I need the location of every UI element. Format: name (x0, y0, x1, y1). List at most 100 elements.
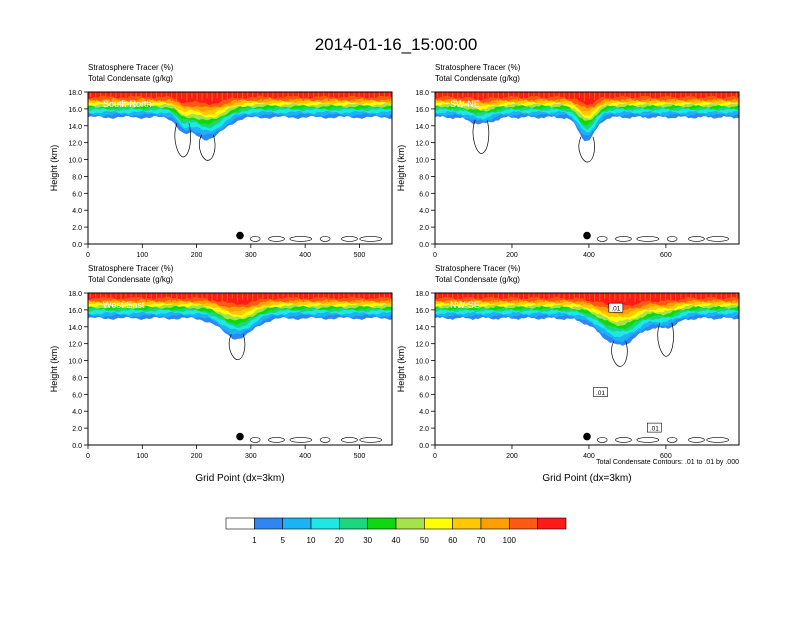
x-tick-label: 0 (433, 252, 437, 259)
colorbar-swatch (480, 517, 510, 530)
y-tick-label: 16.0 (415, 308, 429, 315)
condensate-contour (319, 437, 331, 443)
plot-area (435, 92, 739, 244)
colorbar-label: 40 (392, 536, 401, 545)
condensate-contour (706, 236, 730, 242)
x-tick-label: 100 (136, 252, 148, 259)
y-tick-label: 4.0 (72, 409, 82, 416)
plot-area (88, 293, 392, 445)
x-tick-label: 500 (354, 453, 366, 460)
y-tick-label: 0.0 (72, 443, 82, 450)
y-tick-label: 12.0 (415, 342, 429, 349)
y-tick-label: 18.0 (68, 90, 82, 97)
condensate-contour (249, 437, 261, 443)
colorbar-swatch (254, 517, 283, 530)
y-tick-label: 8.0 (72, 174, 82, 181)
panel-sw-ne: Stratosphere Tracer (%) Total Condensate … (396, 63, 740, 259)
location-marker (583, 231, 591, 240)
condensate-contour (289, 236, 313, 242)
tracer-band-10 (435, 92, 739, 106)
panels-group: Stratosphere Tracer (%) Total Condensate … (49, 63, 740, 484)
contour-label: .01 (650, 426, 659, 433)
y-tick-label: 6.0 (419, 392, 429, 399)
plot-frame (434, 292, 740, 446)
y-tick-label: 4.0 (72, 208, 82, 215)
panel-subtitle-condensate: Total Condensate (g/kg) (435, 275, 520, 284)
y-tick-label: 10.0 (415, 158, 429, 165)
condensate-contour (611, 340, 628, 367)
y-tick-label: 10.0 (68, 158, 82, 165)
colorbar-label: 5 (280, 536, 285, 545)
y-tick-label: 18.0 (415, 291, 429, 298)
y-tick-label: 0.0 (419, 443, 429, 450)
y-tick-label: 14.0 (68, 325, 82, 332)
y-tick-label: 4.0 (419, 409, 429, 416)
contour-label-box (647, 422, 662, 433)
panel-subtitle-tracer: Stratosphere Tracer (%) (88, 264, 174, 273)
condensate-contour (657, 322, 674, 357)
page-title: 2014-01-16_15:00:00 (315, 35, 478, 54)
condensate-contour (688, 236, 705, 242)
condensate-contour (472, 119, 490, 154)
contour-label: .01 (596, 390, 605, 397)
condensate-contour (198, 134, 216, 161)
contour-footnote: Total Condensate Contours: .01 to .01 by… (596, 459, 739, 466)
condensate-contour (596, 437, 608, 443)
y-tick-label: 12.0 (415, 141, 429, 148)
contour-label: .01 (611, 306, 620, 313)
panel-subtitle-condensate: Total Condensate (g/kg) (88, 275, 173, 284)
colorbar-label: 100 (503, 536, 517, 545)
x-tick-label: 0 (86, 453, 90, 460)
condensate-contour (228, 334, 246, 361)
location-marker (583, 432, 591, 441)
y-tick-label: 18.0 (415, 90, 429, 97)
y-tick-label: 10.0 (68, 359, 82, 366)
x-tick-label: 100 (136, 453, 148, 460)
location-marker (236, 231, 244, 240)
y-tick-label: 2.0 (419, 225, 429, 232)
condensate-contour (289, 437, 313, 443)
condensate-contour (666, 236, 678, 242)
plot-area: .01 .01 .01 (435, 293, 739, 445)
condensate-contour (268, 236, 285, 242)
y-tick-label: 10.0 (415, 359, 429, 366)
condensate-contour (359, 236, 383, 242)
colorbar-label: 1 (252, 536, 257, 545)
tracer-band-10 (435, 293, 739, 308)
panel-subtitle-tracer: Stratosphere Tracer (%) (435, 63, 521, 72)
y-tick-label: 14.0 (415, 124, 429, 131)
y-tick-label: 14.0 (415, 325, 429, 332)
colorbar-swatch (282, 517, 312, 530)
x-tick-label: 400 (299, 453, 311, 460)
plot-frame (434, 91, 740, 245)
y-axis-label: Height (km) (396, 145, 406, 192)
x-tick-label: 200 (191, 252, 203, 259)
colorbar-swatch (424, 517, 453, 530)
x-axis-label: Grid Point (dx=3km) (195, 473, 284, 484)
x-tick-label: 300 (245, 252, 257, 259)
condensate-contour (359, 437, 383, 443)
colorbar-swatch (339, 517, 368, 530)
y-tick-label: 2.0 (419, 426, 429, 433)
condensate-contour (636, 437, 660, 443)
plot-frame (87, 292, 393, 446)
plot-frame (87, 91, 393, 245)
y-tick-label: 8.0 (419, 174, 429, 181)
panel-subtitle-condensate: Total Condensate (g/kg) (435, 74, 520, 83)
y-tick-label: 12.0 (68, 141, 82, 148)
panel-west-east: Stratosphere Tracer (%) Total Condensate … (49, 264, 393, 484)
x-tick-label: 300 (245, 453, 257, 460)
x-tick-label: 200 (506, 252, 518, 259)
condensate-contour (174, 123, 191, 158)
location-marker (236, 432, 244, 441)
condensate-contour (688, 437, 705, 443)
y-tick-label: 8.0 (72, 375, 82, 382)
x-tick-label: 200 (506, 453, 518, 460)
y-tick-label: 4.0 (419, 208, 429, 215)
condensate-contour (596, 236, 608, 242)
condensate-contour (706, 437, 730, 443)
panel-subtitle-tracer: Stratosphere Tracer (%) (435, 264, 521, 273)
colorbar-label: 30 (363, 536, 372, 545)
x-tick-label: 500 (354, 252, 366, 259)
